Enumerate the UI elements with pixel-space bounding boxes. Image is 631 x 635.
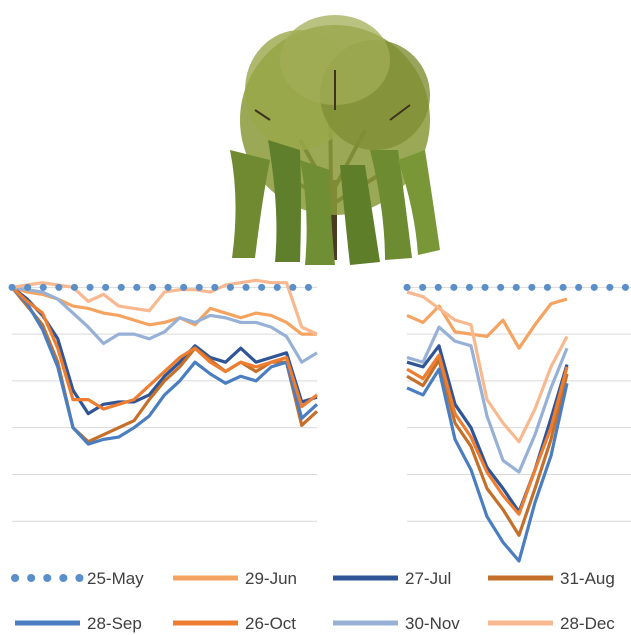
series-line-31-aug <box>406 358 569 537</box>
legend-label-27-jul: 27-Jul <box>405 569 451 588</box>
legend: 25-May 29-Jun 27-Jul 31-Aug 28-Sep 26-Oct 30-N… <box>11 569 615 633</box>
legend-label-28-dec: 28-Dec <box>560 614 615 633</box>
series-line-29-jun <box>406 297 568 350</box>
right-panel-grid <box>407 286 631 522</box>
series-line-28-sep <box>10 286 319 446</box>
series-line-26-oct <box>406 353 569 516</box>
legend-label-29-jun: 29-Jun <box>245 569 297 588</box>
legend-label-30-nov: 30-Nov <box>405 614 460 633</box>
legend-label-31-aug: 31-Aug <box>560 569 615 588</box>
series-line-28-dec <box>11 278 318 336</box>
legend-label-25-may: 25-May <box>87 569 144 588</box>
legend-label-28-sep: 28-Sep <box>87 614 142 633</box>
left-panel-lines <box>8 278 321 446</box>
willow-tree-icon <box>230 15 440 265</box>
series-line-29-jun <box>11 285 317 336</box>
series-line-27-jul <box>11 286 318 416</box>
series-line-28-sep <box>406 367 569 563</box>
series-line-28-dec <box>406 290 569 444</box>
right-panel-lines <box>403 283 631 563</box>
series-line-30-nov <box>11 285 318 364</box>
series-line-26-oct <box>10 286 318 411</box>
legend-label-26-oct: 26-Oct <box>245 614 296 633</box>
series-line-30-nov <box>406 325 569 474</box>
